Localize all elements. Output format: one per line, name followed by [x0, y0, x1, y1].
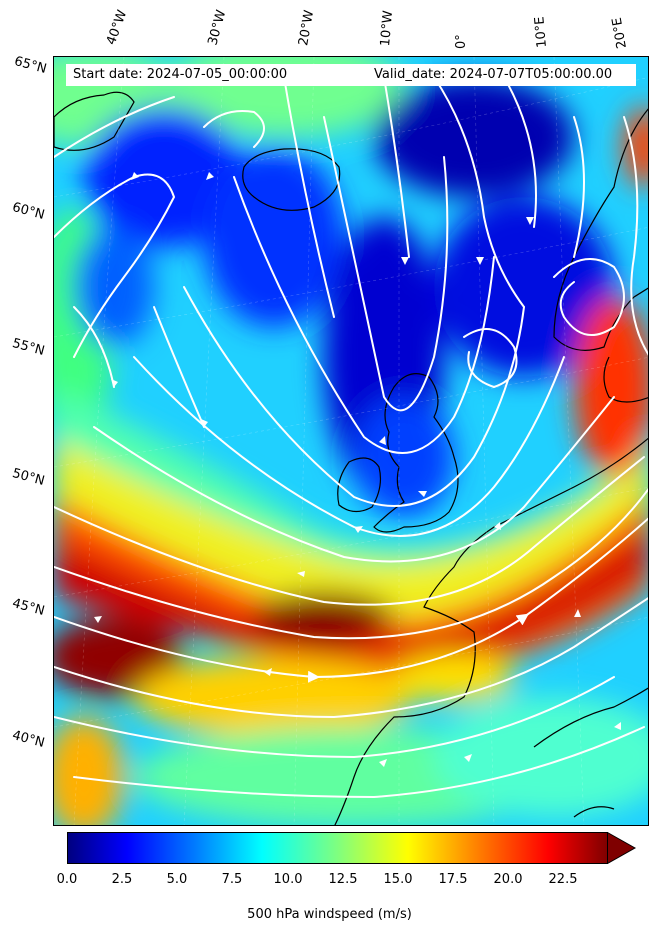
- streamline: [383, 76, 410, 258]
- streamline: [183, 286, 525, 507]
- colorbar-tick: 5.0: [166, 872, 188, 887]
- colorbar-tick: 15.0: [383, 872, 413, 887]
- streamline: [93, 396, 615, 563]
- streamline: [283, 76, 335, 318]
- colorbar-gradient: [67, 832, 608, 864]
- mediterranean-coastline: [533, 687, 648, 748]
- streamline: [73, 306, 115, 388]
- streamline: [233, 176, 495, 454]
- streamlines: [54, 76, 648, 799]
- streamline: [573, 116, 585, 258]
- lon-label-20w: 20°W: [296, 9, 318, 48]
- streamline: [503, 76, 537, 228]
- iceland-coastline: [242, 148, 341, 211]
- colorbar-tick: 2.5: [111, 872, 133, 887]
- map-panel: [53, 56, 649, 826]
- ireland-coastline: [337, 457, 382, 513]
- streamline: [54, 488, 648, 640]
- streamline: [323, 116, 449, 412]
- start-date-text: Start date: 2024-07-05_00:00:00: [73, 67, 288, 82]
- colorbar-graphic: [67, 831, 637, 865]
- streamline-arrows: [94, 172, 621, 767]
- colorbar-tick: 7.5: [221, 872, 243, 887]
- lat-label-65n: 65°N: [12, 54, 49, 77]
- lon-label-0: 0°: [454, 34, 469, 49]
- date-header: Start date: 2024-07-05_00:00:00 Valid_da…: [66, 64, 636, 86]
- colorbar-tick: 17.5: [438, 872, 468, 887]
- greenland-coastline: [54, 91, 135, 151]
- streamline: [54, 517, 648, 683]
- streamline: [203, 110, 265, 148]
- lat-label-40n: 40°N: [10, 728, 47, 751]
- graticule: [54, 57, 648, 825]
- lon-label-10w: 10°W: [378, 9, 397, 47]
- baltic-coastline: [603, 356, 648, 403]
- streamline: [54, 456, 645, 606]
- colorbar-label: 500 hPa windspeed (m/s): [247, 907, 412, 922]
- valid-date-text: Valid_date: 2024-07-07T05:00:00.00: [374, 67, 613, 82]
- streamline: [433, 76, 525, 308]
- streamline: [54, 676, 615, 759]
- lat-label-50n: 50°N: [10, 466, 47, 489]
- colorbar-tick: 22.5: [548, 872, 578, 887]
- streamline: [623, 116, 648, 356]
- scandinavia-coastline: [553, 108, 648, 351]
- streamline: [73, 726, 645, 799]
- colorbar-tick: 0.0: [56, 872, 78, 887]
- colorbar: [67, 831, 637, 865]
- lon-label-30w: 30°W: [205, 8, 230, 47]
- windspeed-map: [54, 57, 648, 825]
- streamline: [54, 173, 176, 358]
- lat-label-55n: 55°N: [10, 336, 47, 359]
- lon-label-40w: 40°W: [103, 8, 131, 47]
- streamline: [133, 356, 565, 537]
- corsica-coastline: [573, 806, 615, 818]
- streamline: [54, 597, 648, 719]
- streamline: [553, 258, 625, 336]
- colorbar-extend-arrow: [607, 831, 637, 865]
- lon-label-20e: 20°E: [609, 16, 630, 50]
- streamline: [54, 96, 175, 158]
- streamline: [153, 306, 205, 428]
- colorbar-tick: 20.0: [493, 872, 523, 887]
- great-britain-coastline: [373, 373, 459, 533]
- colorbar-tick: 12.5: [328, 872, 358, 887]
- streamline: [463, 328, 518, 389]
- colorbar-tick: 10.0: [273, 872, 303, 887]
- lat-label-45n: 45°N: [10, 596, 47, 619]
- lon-label-10e: 10°E: [532, 15, 550, 49]
- lat-label-60n: 60°N: [10, 200, 47, 223]
